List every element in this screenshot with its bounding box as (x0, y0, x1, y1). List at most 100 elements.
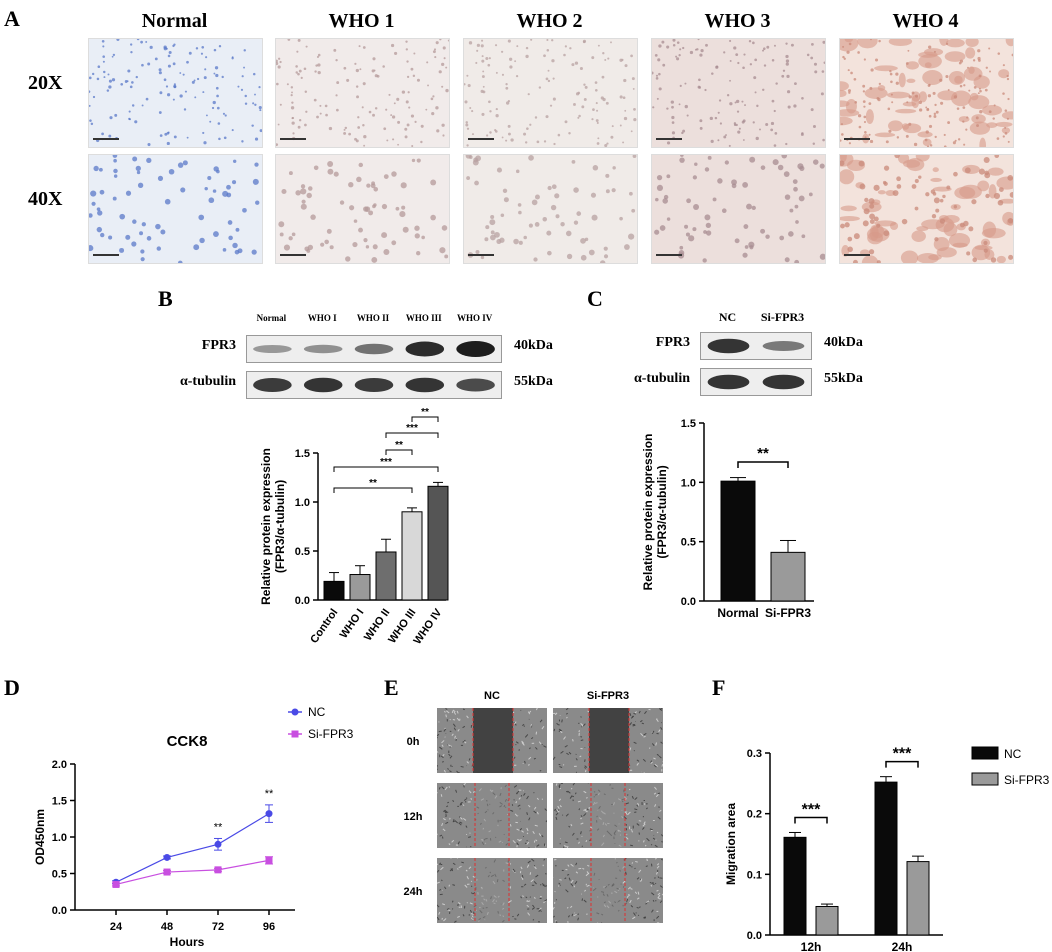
cell-mark (632, 724, 636, 727)
cell-nucleus (918, 108, 923, 112)
cell-nucleus (160, 229, 166, 235)
cell-mark (447, 909, 451, 912)
cell-nucleus (291, 91, 293, 94)
cell-mark (481, 902, 484, 906)
cell-mark (509, 886, 512, 889)
tissue-strand (886, 91, 911, 99)
cell-nucleus (819, 253, 825, 260)
cell-nucleus (333, 48, 337, 52)
cell-nucleus (590, 192, 597, 198)
y-tick-label: 0.5 (52, 869, 67, 881)
cell-mark (533, 865, 537, 870)
cell-nucleus (406, 60, 409, 63)
cell-nucleus (96, 77, 100, 81)
histology-image (88, 38, 263, 148)
scratch-gap (589, 708, 629, 773)
cell-nucleus (545, 115, 549, 119)
cell-mark (626, 794, 629, 796)
cell-nucleus (795, 220, 799, 224)
cell-mark (584, 889, 587, 892)
tissue-strand (943, 214, 960, 224)
blot-size-label: 55kDa (824, 371, 863, 386)
cell-nucleus (847, 236, 853, 242)
cell-mark (651, 730, 655, 734)
cell-nucleus (741, 120, 745, 124)
tissue-texture (465, 155, 637, 263)
cell-nucleus (391, 171, 397, 177)
cell-nucleus (317, 63, 321, 67)
cell-mark (502, 919, 505, 923)
cell-mark (566, 716, 568, 719)
cell-nucleus (112, 196, 117, 201)
cell-nucleus (812, 159, 819, 165)
cell-mark (469, 902, 473, 905)
cell-nucleus (131, 241, 137, 247)
cell-nucleus (383, 127, 387, 131)
cell-mark (585, 840, 588, 843)
cell-nucleus (801, 234, 806, 239)
cell-mark (642, 758, 646, 762)
cell-nucleus (140, 40, 143, 44)
cell-mark (472, 790, 475, 794)
cell-nucleus (202, 131, 205, 135)
cell-nucleus (906, 101, 909, 104)
cell-mark (661, 763, 664, 767)
cell-mark (575, 862, 578, 866)
cell-nucleus (742, 139, 745, 141)
cell-nucleus (243, 66, 245, 69)
cell-nucleus (325, 113, 328, 117)
cell-nucleus (314, 70, 317, 73)
cell-nucleus (682, 46, 685, 50)
cell-nucleus (622, 96, 626, 100)
cell-nucleus (547, 185, 552, 191)
tissue-strand (982, 104, 1003, 116)
cell-nucleus (619, 124, 622, 127)
cell-nucleus (784, 194, 791, 200)
cell-nucleus (99, 189, 105, 195)
cell-nucleus (751, 205, 756, 211)
cell-nucleus (574, 61, 579, 65)
cell-mark (441, 786, 445, 790)
cell-nucleus (914, 206, 919, 211)
cell-nucleus (166, 141, 170, 146)
tissue-texture (89, 39, 262, 147)
cell-nucleus (226, 184, 231, 190)
scratch-gap (473, 708, 513, 773)
y-tick-label: 0.2 (747, 809, 762, 821)
cell-nucleus (407, 91, 410, 94)
bar (323, 580, 345, 601)
bar (874, 781, 898, 936)
cell-mark (603, 901, 606, 904)
cell-nucleus (412, 74, 416, 78)
blot-bands (253, 341, 495, 357)
cell-nucleus (304, 90, 308, 94)
cell-nucleus (499, 237, 505, 243)
cell-mark (440, 879, 443, 882)
cell-mark (448, 744, 452, 747)
cell-nucleus (887, 107, 891, 111)
cell-mark (640, 720, 643, 723)
cell-nucleus (870, 68, 874, 72)
cell-nucleus (166, 93, 171, 97)
cell-nucleus (765, 123, 769, 127)
cell-nucleus (754, 58, 758, 62)
cell-mark (498, 840, 502, 843)
cell-mark (531, 907, 535, 910)
cell-mark (578, 730, 580, 733)
cell-nucleus (678, 54, 681, 57)
tissue-strand (911, 230, 926, 242)
cell-mark (656, 831, 659, 834)
cell-nucleus (173, 85, 177, 89)
cell-nucleus (939, 78, 943, 82)
cell-mark (621, 815, 624, 819)
cell-mark (559, 787, 562, 790)
cell-mark (523, 725, 526, 727)
cell-nucleus (842, 55, 845, 59)
migration-image (552, 707, 665, 774)
cell-nucleus (819, 163, 825, 169)
cell-mark (538, 833, 542, 837)
cell-nucleus (328, 126, 333, 131)
cell-nucleus (495, 114, 499, 118)
tissue-strand (986, 122, 998, 128)
cell-nucleus (125, 190, 132, 196)
